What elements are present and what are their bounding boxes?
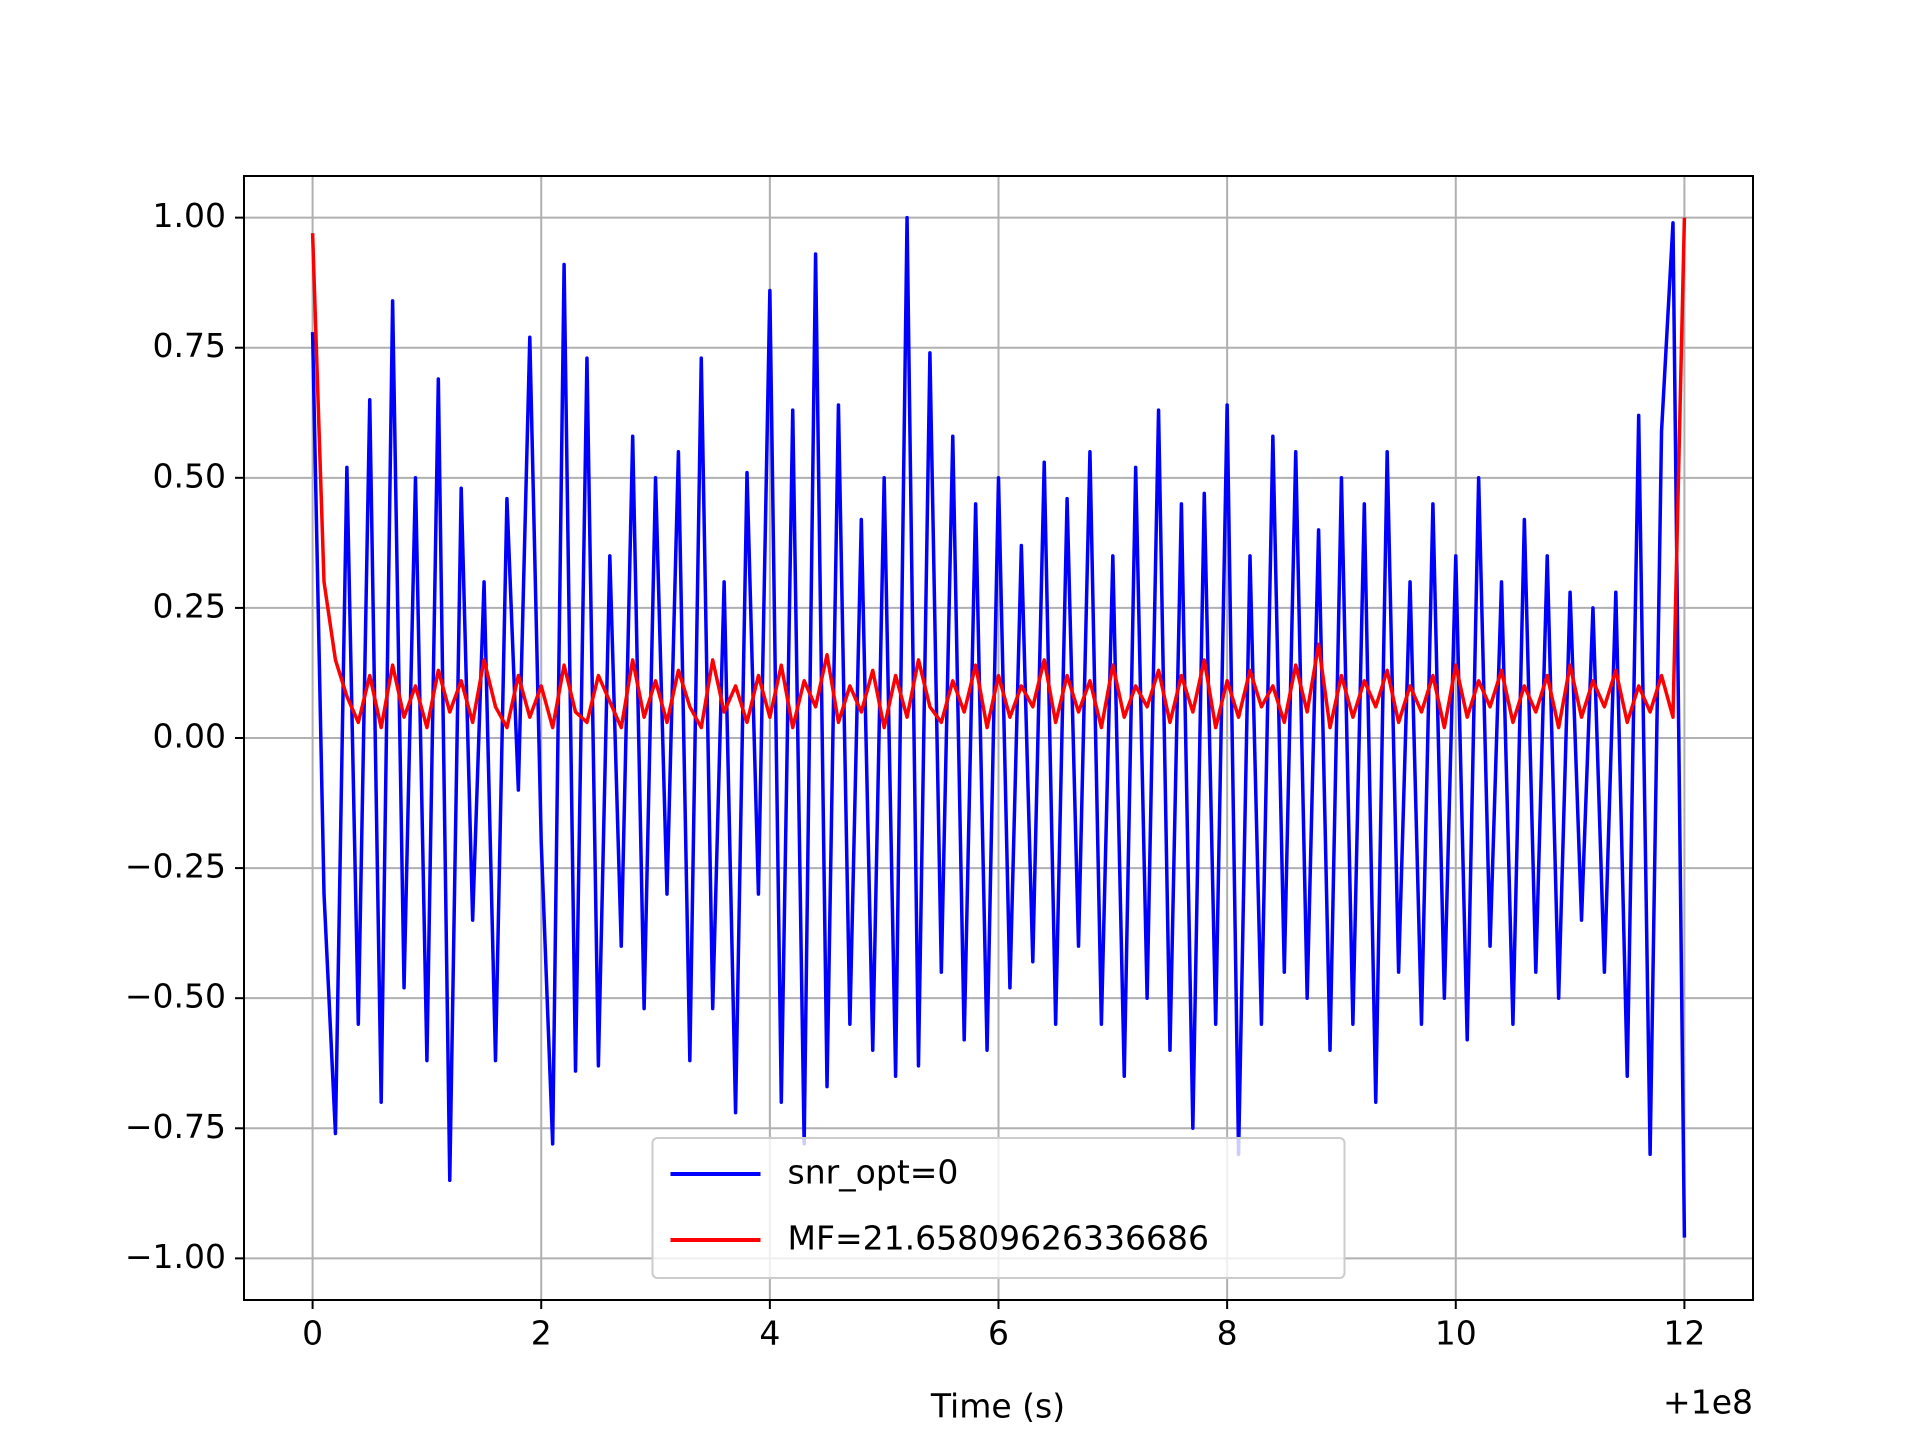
y-tick-label: 0.50 (153, 456, 226, 495)
x-tick-label: 2 (531, 1314, 552, 1353)
x-tick-label: 12 (1663, 1314, 1705, 1353)
legend-label: snr_opt=0 (788, 1153, 959, 1192)
legend-label: MF=21.65809626336686 (788, 1219, 1210, 1258)
y-tick-label: −0.25 (125, 847, 226, 886)
series-line (310, 215, 1687, 1238)
y-tick-label: 1.00 (153, 196, 226, 235)
x-tick-label: 6 (988, 1314, 1009, 1353)
x-axis-label: Time (s) (930, 1387, 1065, 1426)
series-line (310, 217, 1687, 730)
y-tick-label: 0.00 (153, 717, 226, 756)
y-tick-label: 0.75 (153, 326, 226, 365)
y-tick-label: −0.50 (125, 977, 226, 1016)
y-tick-label: −1.00 (125, 1237, 226, 1276)
legend-box (651, 1137, 1346, 1279)
x-offset-label: +1e8 (1663, 1383, 1753, 1422)
x-tick-label: 0 (302, 1314, 323, 1353)
plot-frame (243, 175, 1754, 1301)
y-tick-label: −0.75 (125, 1107, 226, 1146)
x-tick-label: 4 (759, 1314, 780, 1353)
y-tick-label: 0.25 (153, 586, 226, 625)
x-tick-label: 10 (1435, 1314, 1477, 1353)
x-tick-label: 8 (1217, 1314, 1238, 1353)
